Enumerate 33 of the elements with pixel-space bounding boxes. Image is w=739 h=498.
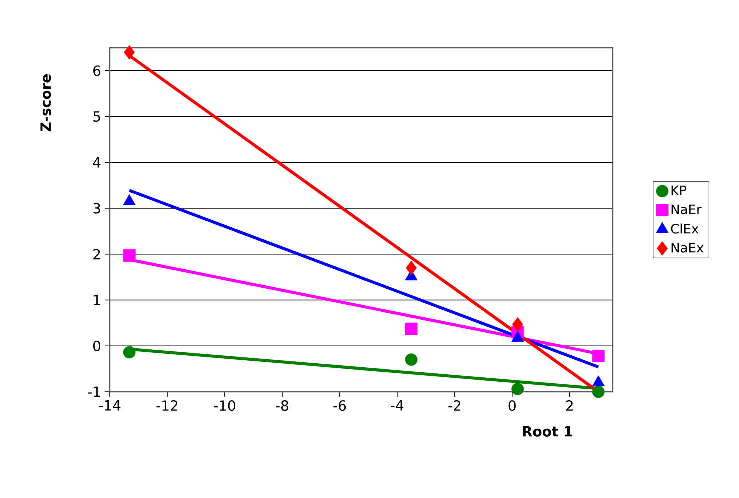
- y-tick-label: 6: [94, 66, 101, 76]
- point: [512, 317, 524, 332]
- y-tick-label: 2: [94, 249, 100, 260]
- point: [123, 346, 136, 359]
- legend-label: ClEx: [671, 224, 699, 234]
- x-tick-label: -4: [391, 400, 404, 411]
- point: [405, 322, 418, 336]
- x-tick-label: -12: [156, 400, 178, 411]
- y-tick-label: 0: [93, 340, 101, 352]
- legend-label: NaEx: [672, 243, 704, 253]
- point: [592, 386, 605, 398]
- point: [512, 383, 524, 396]
- point: [123, 250, 136, 262]
- x-tick-label: -8: [276, 400, 288, 412]
- x-tick-label: -14: [99, 400, 121, 411]
- y-tick-label: 4: [93, 158, 101, 168]
- point: [405, 354, 418, 366]
- y-axis-title: Z-score: [40, 74, 52, 132]
- y-tick-label: 3: [94, 203, 100, 214]
- x-tick-label: -10: [214, 400, 236, 412]
- point: [124, 45, 136, 60]
- x-tick-label: -6: [334, 400, 346, 412]
- point: [406, 260, 417, 276]
- x-tick-label: 0: [508, 400, 516, 412]
- x-axis-title: Root 1: [523, 426, 572, 437]
- x-tick-label: -2: [448, 400, 460, 411]
- y-tick-label: 5: [94, 112, 100, 122]
- x-tick-label: 2: [566, 400, 573, 411]
- y-tick-label: -1: [88, 386, 100, 398]
- point: [592, 350, 605, 362]
- legend-label: KP: [672, 186, 686, 196]
- y-tick-label: 1: [94, 295, 100, 306]
- legend-label: NaEr: [672, 204, 702, 214]
